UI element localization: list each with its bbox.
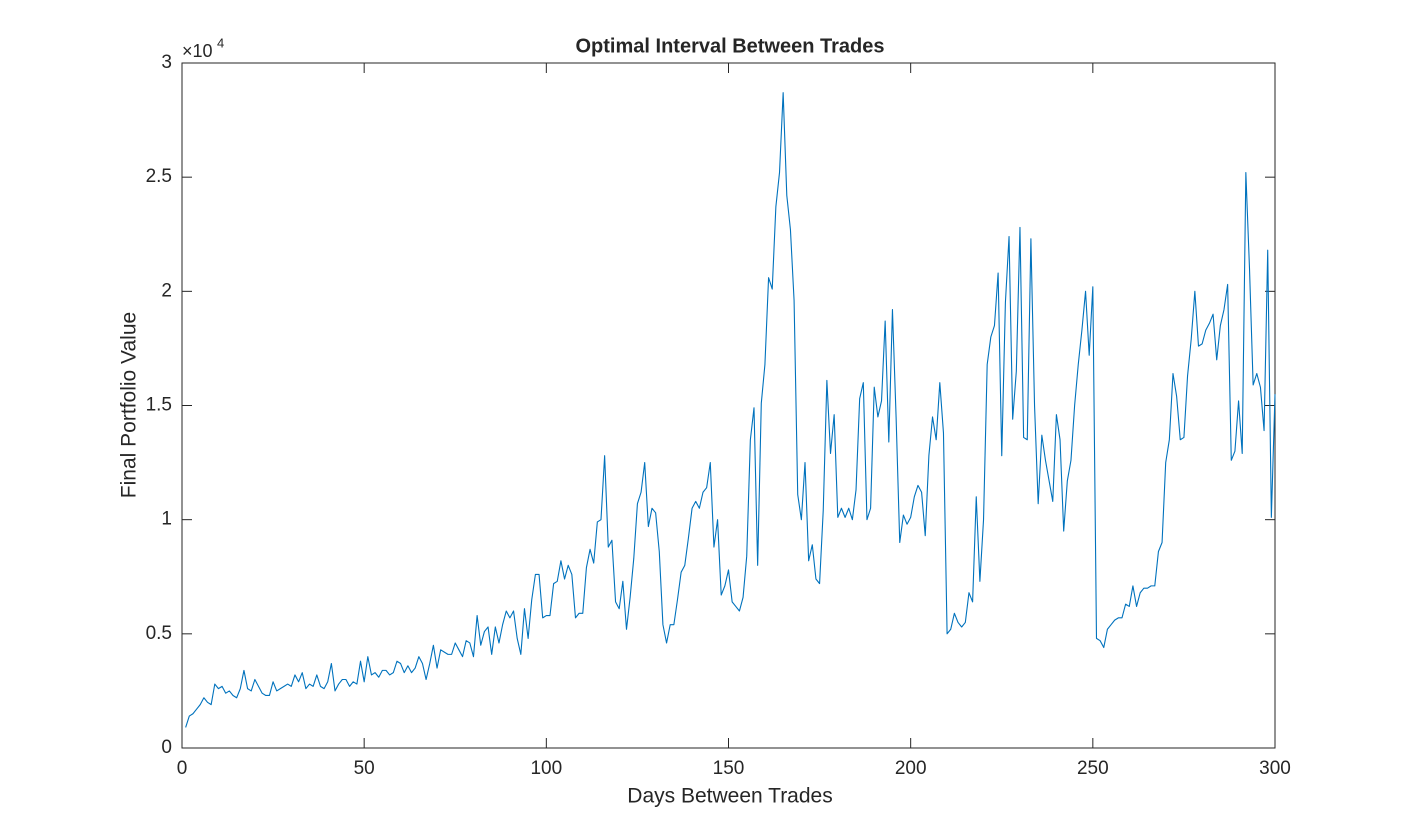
- y-multiplier: ×10: [182, 41, 213, 61]
- data-line: [185, 92, 1276, 728]
- x-tick-label: 100: [530, 758, 562, 779]
- y-tick-label: 3: [161, 52, 172, 73]
- x-axis-label: Days Between Trades: [627, 785, 832, 808]
- y-tick-label: 0: [161, 737, 172, 758]
- y-tick-label: 2.5: [146, 166, 172, 187]
- y-multiplier-exponent: 4: [217, 35, 224, 50]
- x-tick-label: 0: [177, 758, 188, 779]
- y-axis-label: Final Portfolio Value: [118, 312, 141, 498]
- y-tick-label: 1.5: [146, 395, 172, 416]
- x-tick-label: 200: [895, 758, 927, 779]
- chart-title: Optimal Interval Between Trades: [576, 35, 885, 57]
- x-tick-label: 50: [354, 758, 375, 779]
- y-tick-label: 2: [161, 280, 172, 301]
- x-tick-label: 250: [1077, 758, 1109, 779]
- y-tick-label: 0.5: [146, 623, 172, 644]
- x-tick-label: 300: [1259, 758, 1291, 779]
- x-tick-label: 150: [713, 758, 745, 779]
- y-tick-label: 1: [161, 509, 172, 530]
